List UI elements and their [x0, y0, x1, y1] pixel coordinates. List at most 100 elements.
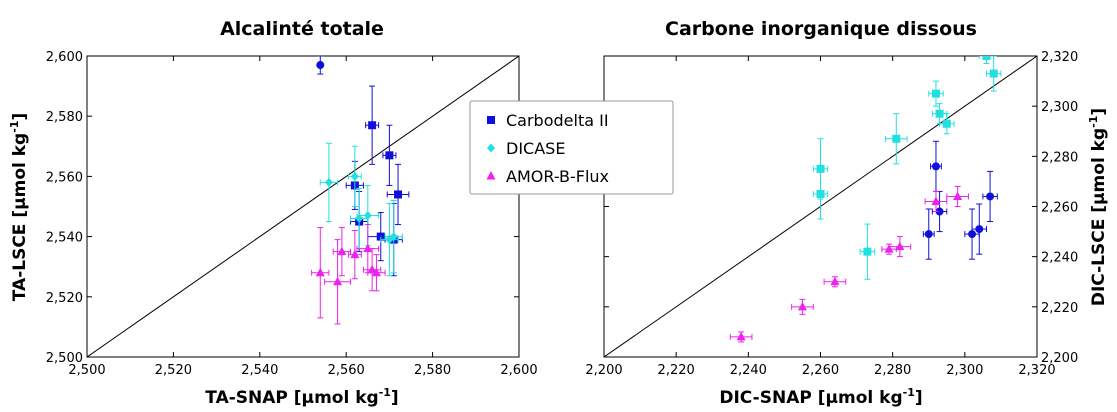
y-tick-label: 2,500: [46, 351, 83, 366]
data-point: [964, 208, 980, 260]
x-tick-label: 2,560: [328, 363, 365, 378]
point-marker: [376, 232, 385, 241]
y-tick-label: 2,240: [1041, 251, 1078, 266]
point-marker: [830, 276, 840, 286]
point-marker: [324, 177, 333, 187]
data-point: [922, 208, 935, 260]
data-point: [347, 230, 362, 280]
y-tick-label: 2,280: [1041, 150, 1078, 165]
point-marker: [337, 246, 347, 256]
y-axis-label: TA-LSCE [µmol kg-1]: [8, 113, 30, 301]
x-tick-label: 2,240: [730, 363, 767, 378]
y-tick-label: 2,300: [1041, 100, 1078, 115]
point-marker: [367, 264, 377, 274]
y-tick-label: 2,520: [46, 291, 83, 306]
data-point: [930, 140, 942, 192]
point-marker: [931, 196, 941, 205]
data-point: [884, 113, 908, 165]
point-marker: [892, 134, 901, 143]
legend: Carbodelta II DICASE AMOR-B-Flux: [469, 100, 674, 195]
identity-line: [87, 56, 519, 357]
y-tick-label: 2,580: [46, 110, 83, 125]
legend-entry: Carbodelta II: [506, 111, 609, 130]
point-marker: [350, 249, 360, 259]
point-marker: [816, 189, 825, 198]
data-point: [382, 124, 397, 186]
data-point: [859, 223, 876, 280]
data-point: [971, 203, 987, 255]
chart-title: Carbone inorganique dissous: [665, 18, 977, 40]
data-point: [982, 170, 998, 223]
point-marker: [989, 69, 998, 78]
data-point: [356, 224, 380, 274]
data-point: [316, 56, 325, 75]
legend-marker: [486, 171, 496, 180]
chart-panel-dic: Carbone inorganique dissous 2,200 2,220 2,…: [585, 18, 1109, 408]
y-tick-label: 2,220: [1041, 301, 1078, 316]
point-marker: [982, 56, 991, 60]
point-marker: [953, 191, 963, 200]
point-marker: [316, 61, 325, 70]
x-tick-label: 2,520: [155, 363, 192, 378]
y-tick-label: 2,540: [46, 231, 83, 246]
data-point: [311, 227, 330, 319]
legend-box: [469, 100, 674, 195]
point-marker: [385, 151, 394, 160]
x-tick-label: 2,200: [585, 363, 622, 378]
data-point: [939, 113, 955, 135]
data-point: [888, 236, 912, 258]
data-point: [367, 254, 386, 292]
data-point: [332, 227, 352, 277]
plot-frame: [86, 55, 520, 358]
point-marker: [924, 230, 933, 239]
point-marker: [935, 109, 944, 118]
data-point: [946, 185, 969, 207]
data-point: [729, 331, 753, 343]
point-marker: [968, 230, 977, 239]
x-tick-label: 2,300: [946, 363, 983, 378]
legend-marker: [487, 143, 495, 153]
point-marker: [363, 211, 372, 221]
legend-entry: AMOR-B-Flux: [506, 167, 609, 186]
y-axis-label: DIC-LSCE [µmol kg-1]: [1087, 108, 1109, 306]
y-tick-label: 2,560: [46, 170, 83, 185]
data-point: [812, 168, 829, 220]
point-marker: [368, 121, 377, 130]
point-marker: [736, 331, 746, 341]
point-marker: [863, 247, 872, 256]
point-marker: [797, 301, 807, 311]
data-point: [931, 190, 948, 233]
data-point: [365, 85, 380, 165]
x-tick-label: 2,500: [68, 363, 105, 378]
point-marker: [333, 276, 343, 286]
x-axis-label: DIC-SNAP [µmol kg-1]: [719, 386, 922, 408]
data-point: [386, 163, 410, 226]
x-tick-label: 2,280: [874, 363, 911, 378]
point-marker: [371, 267, 381, 277]
x-axis-label: TA-SNAP [µmol kg-1]: [205, 386, 398, 408]
point-marker: [350, 171, 359, 181]
point-marker: [931, 162, 940, 171]
x-tick-label: 2,260: [802, 363, 839, 378]
x-tick-label: 2,320: [1018, 363, 1055, 378]
legend-entry: DICASE: [506, 139, 565, 158]
point-marker: [935, 207, 944, 216]
legend-marker: [487, 116, 495, 124]
data-point: [985, 56, 1002, 92]
y-tick-label: 2,320: [1041, 50, 1078, 65]
y-tick-label: 2,600: [46, 50, 83, 65]
data-point: [319, 142, 339, 223]
point-marker: [389, 232, 398, 242]
data-point: [380, 202, 399, 277]
data-point: [823, 276, 847, 288]
point-marker: [931, 89, 940, 98]
point-marker: [315, 267, 325, 277]
point-marker: [975, 225, 984, 234]
x-tick-label: 2,220: [658, 363, 695, 378]
x-tick-label: 2,600: [500, 363, 537, 378]
y-tick-label: 2,260: [1041, 201, 1078, 216]
point-marker: [986, 192, 995, 201]
data-point: [791, 298, 814, 315]
x-tick-label: 2,580: [414, 363, 451, 378]
